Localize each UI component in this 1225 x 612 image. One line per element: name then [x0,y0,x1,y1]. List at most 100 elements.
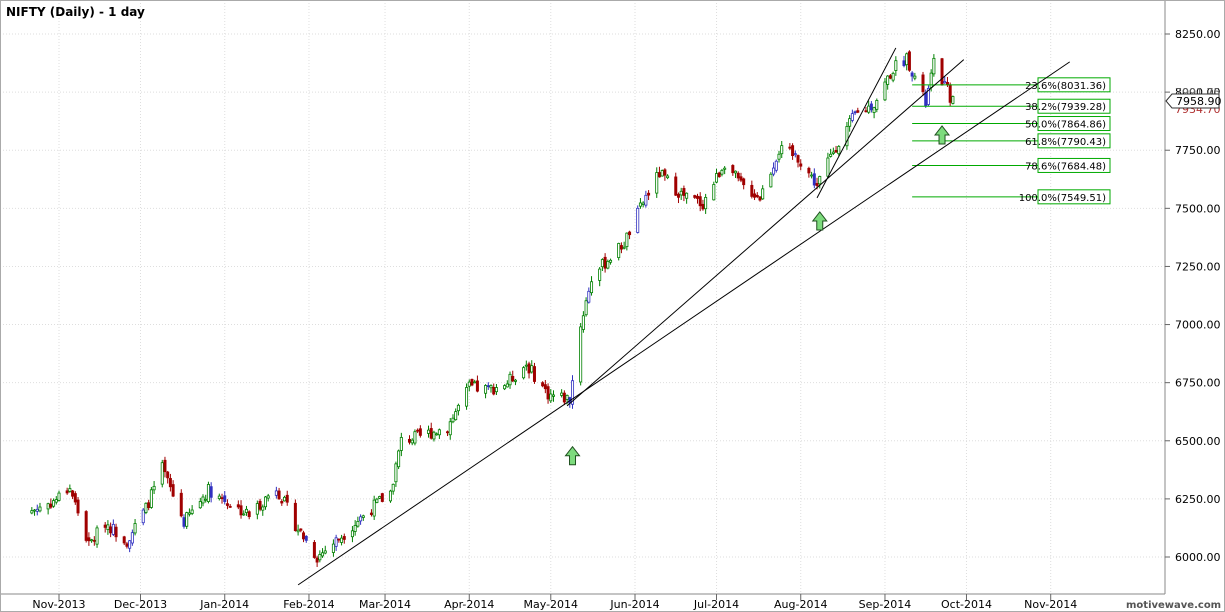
candle-body [886,75,890,85]
candle-body [242,513,246,516]
candle-body [418,428,422,436]
candle-body [551,394,555,397]
candle-body [432,431,436,440]
plot-area [0,0,1165,594]
candle-body [810,174,814,177]
candle-body [255,503,259,515]
candle-body [103,524,107,528]
candle-body [609,259,613,263]
candle-body [907,51,911,71]
candle-body [76,499,80,514]
x-tick-label: Jul-2014 [693,598,739,611]
candle-body [87,537,91,542]
x-tick-label: Jan-2014 [199,598,249,611]
x-tick-label: Mar-2014 [359,598,411,611]
candle-body [247,511,251,518]
candle-body [571,380,575,405]
candle-body [321,552,325,557]
candle-body [179,492,183,517]
candle-body [723,167,727,170]
candle-body [818,176,822,185]
candle-body [527,363,531,374]
y-tick-label: 6250.00 [1175,493,1221,506]
candle-body [693,195,697,198]
candle-body [46,503,50,510]
candle-body [513,379,517,382]
candle-body [606,260,610,269]
candle-body [543,384,547,390]
candle-body [429,428,433,439]
candle-body [391,483,395,492]
candle-body [834,149,838,153]
candle-body [600,259,604,268]
candle-body [505,383,509,388]
candle-body [71,490,75,497]
candle-body [921,74,925,92]
candle-body [772,167,776,175]
candle-body [397,450,401,468]
candle-body [720,169,724,175]
candle-body [549,393,553,402]
candle-body [73,493,77,503]
candle-body [530,365,534,373]
candle-body [475,380,479,392]
candle-body [769,173,773,188]
arrow-markers [564,125,951,466]
candle-body [277,490,281,500]
candle-body [204,498,208,501]
candle-body [489,385,493,389]
candle-body [223,495,227,502]
candle-body [750,184,754,197]
candle-body [546,386,550,400]
price-axis[interactable]: 6000.00 6250.00 6500.00 6750.00 7000.00 7250.… [1165,28,1221,564]
candle-body [111,523,115,535]
candle-body [929,72,933,88]
candle-body [334,537,338,547]
fib-label: 61.8%(7790.43) [1025,137,1106,148]
x-tick-label: Nov-2014 [1024,598,1077,611]
time-axis[interactable]: Nov-2013 Dec-2013 Jan-2014 Feb-2014 Mar-2014… [32,594,1077,611]
candle-body [541,382,545,387]
candle-body [448,421,452,436]
candle-body [796,155,800,163]
candle-body [283,496,287,502]
candle-body [163,459,167,473]
fib-label: 38.2%(7939.28) [1025,102,1106,113]
fib-label: 50.0%(7864.86) [1025,120,1106,131]
candle-body [856,110,860,113]
candle-body [913,75,917,79]
candle-body [125,543,129,547]
candle-body [948,84,952,103]
candle-body [122,536,126,544]
candle-body [812,173,816,186]
candle-body [147,502,151,509]
fib-label-box [1037,189,1111,205]
x-tick-label: Oct-2014 [941,598,992,611]
candle-body [454,411,458,421]
candle-body [410,439,414,444]
candle-body [106,524,110,530]
candle-body [807,167,811,174]
candle-body [695,195,699,199]
price-tag-shape [1165,93,1220,109]
candle-body [590,281,594,294]
candle-body [394,463,398,483]
trendline [297,61,1071,586]
candle-body [451,417,455,423]
x-tick-label: Nov-2013 [32,598,85,611]
candle-body [68,488,72,492]
candle-body [416,429,420,432]
candle-body [378,496,382,499]
candle-body [209,486,213,498]
candle-body [584,300,588,316]
y-tick-label: 7500.00 [1175,202,1221,215]
candle-body [774,160,778,171]
candle-body [636,207,640,233]
candle-body [30,510,34,514]
candle-body [581,315,585,330]
candle-body [274,490,278,496]
candle-body [945,82,949,85]
candle-body [736,172,740,179]
y-tick-label: 8250.00 [1175,28,1221,41]
